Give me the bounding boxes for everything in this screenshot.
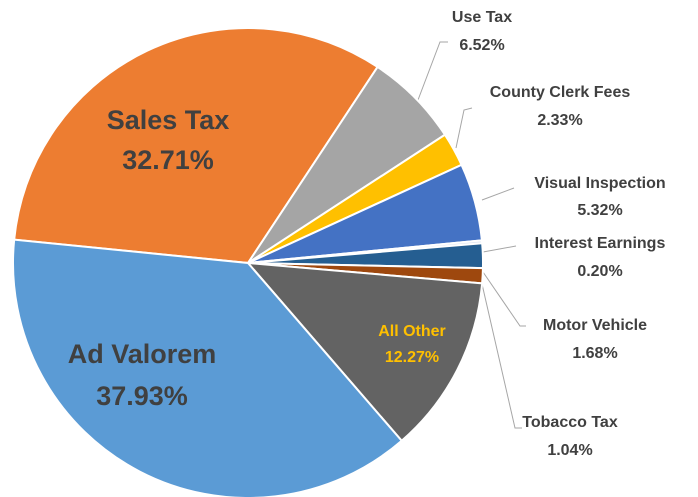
slice-label: County Clerk Fees	[490, 84, 631, 101]
slice-value-label: 5.32%	[577, 202, 622, 219]
labels: Sales Tax 32.71% Use Tax 6.52% County Clerk …	[68, 9, 666, 459]
slice-value-label: 37.93%	[96, 381, 188, 411]
slice-value-label: 32.71%	[122, 145, 214, 175]
slice-value-label: 0.20%	[577, 263, 622, 280]
slice-label: Use Tax	[452, 9, 512, 26]
leader-line	[482, 271, 526, 327]
slice-label: Motor Vehicle	[543, 317, 647, 334]
slice-label: Sales Tax	[107, 105, 230, 135]
pie-slice	[12, 238, 404, 497]
slice-label: Ad Valorem	[68, 339, 217, 369]
slice-label: All Other	[378, 323, 446, 340]
leader-line	[481, 283, 522, 429]
pie-slice	[245, 261, 484, 443]
leader-line	[455, 107, 473, 149]
slice-value-label: 2.33%	[537, 112, 582, 129]
slice-value-label: 12.27%	[385, 349, 439, 366]
slice-value-label: 1.04%	[547, 442, 592, 459]
slice-label: Tobacco Tax	[522, 414, 618, 431]
slice-label: Interest Earnings	[535, 235, 666, 252]
leader-line	[482, 245, 517, 253]
slice-label: Visual Inspection	[534, 175, 665, 192]
slice-value-label: 1.68%	[572, 345, 617, 362]
leader-line	[481, 187, 515, 201]
leader-line	[417, 41, 448, 101]
leader-lines	[417, 41, 526, 429]
slices	[12, 27, 484, 497]
slice-value-label: 6.52%	[459, 37, 504, 54]
